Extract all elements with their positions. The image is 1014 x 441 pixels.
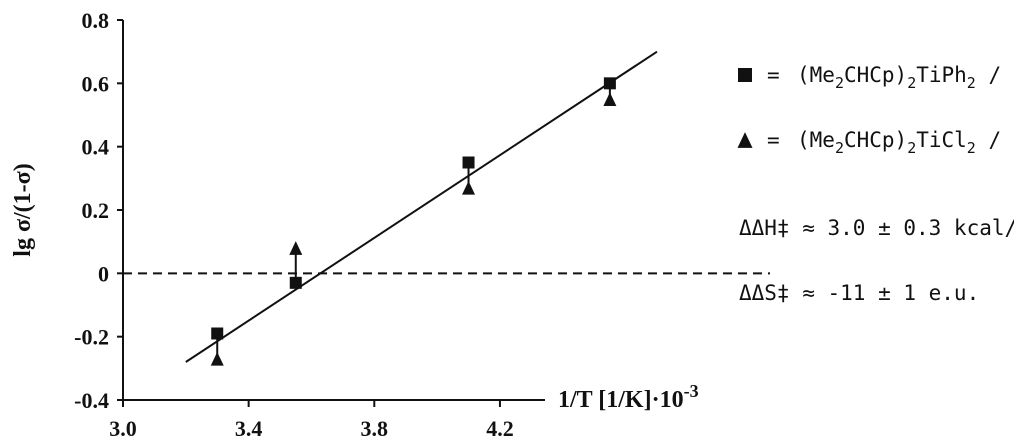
legend-triangle-icon bbox=[737, 132, 753, 148]
regression-line bbox=[185, 50, 658, 363]
y-tick-label: -0.2 bbox=[74, 325, 109, 350]
y-tick-label: -0.4 bbox=[74, 388, 109, 413]
y-tick-label: 0 bbox=[98, 261, 109, 286]
legend-equals: = bbox=[767, 128, 780, 152]
legend-entry-2: (Me2CHCp)2TiCl2 / (MeAlO)x bbox=[797, 128, 1014, 157]
y-tick-label: 0.2 bbox=[82, 198, 110, 223]
legend-equals: = bbox=[767, 63, 780, 87]
y-tick-label: 0.6 bbox=[82, 71, 110, 96]
legend-entry-1: (Me2CHCp)2TiPh2 / (MeAlO)x bbox=[797, 63, 1014, 92]
legend-square-icon bbox=[738, 68, 752, 82]
x-axis-title: 1/T [1/K]·10-3 bbox=[558, 381, 699, 413]
y-tick-label: 0.4 bbox=[82, 135, 110, 160]
data-point-square bbox=[211, 327, 224, 340]
data-point-square bbox=[462, 156, 475, 169]
data-point-triangle bbox=[462, 181, 476, 195]
x-tick-label: 4.2 bbox=[486, 416, 514, 441]
x-tick-label: 3.4 bbox=[235, 416, 263, 441]
enthalpy-annotation: ΔΔH‡ ≈ 3.0 ± 0.3 kcal/mol bbox=[739, 216, 1014, 240]
data-point-square bbox=[289, 276, 302, 289]
x-tick-label: 3.8 bbox=[361, 416, 389, 441]
entropy-annotation: ΔΔS‡ ≈ -11 ± 1 e.u. bbox=[739, 281, 979, 305]
data-point-triangle bbox=[210, 352, 224, 366]
x-tick-label: 3.0 bbox=[109, 416, 137, 441]
x-axis-title-main: 1/T [1/K]·10 bbox=[558, 387, 684, 413]
data-point-triangle bbox=[603, 92, 617, 106]
y-axis-title: lg σ/(1-σ) bbox=[10, 163, 36, 256]
y-tick-label: 0.8 bbox=[82, 8, 110, 33]
x-axis-title-sup: -3 bbox=[684, 381, 699, 401]
data-point-triangle bbox=[289, 241, 303, 255]
data-point-square bbox=[603, 77, 616, 90]
